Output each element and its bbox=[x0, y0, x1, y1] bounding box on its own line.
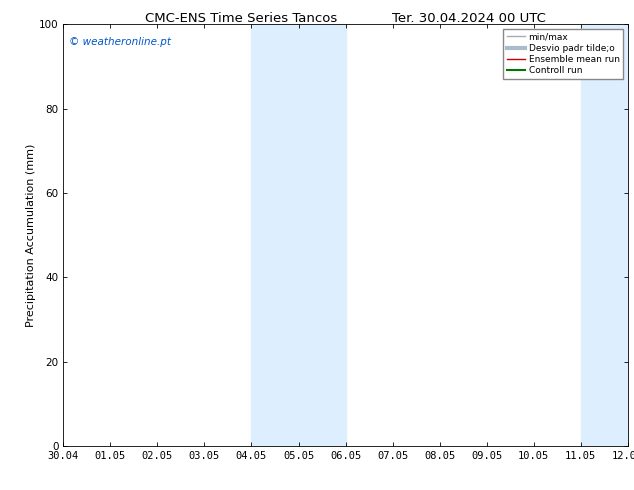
Bar bbox=[252, 24, 346, 446]
Text: CMC-ENS Time Series Tancos: CMC-ENS Time Series Tancos bbox=[145, 12, 337, 25]
Y-axis label: Precipitation Accumulation (mm): Precipitation Accumulation (mm) bbox=[26, 144, 36, 327]
Text: © weatheronline.pt: © weatheronline.pt bbox=[69, 37, 171, 47]
Legend: min/max, Desvio padr tilde;o, Ensemble mean run, Controll run: min/max, Desvio padr tilde;o, Ensemble m… bbox=[503, 29, 623, 79]
Bar bbox=[581, 24, 628, 446]
Text: Ter. 30.04.2024 00 UTC: Ter. 30.04.2024 00 UTC bbox=[392, 12, 546, 25]
